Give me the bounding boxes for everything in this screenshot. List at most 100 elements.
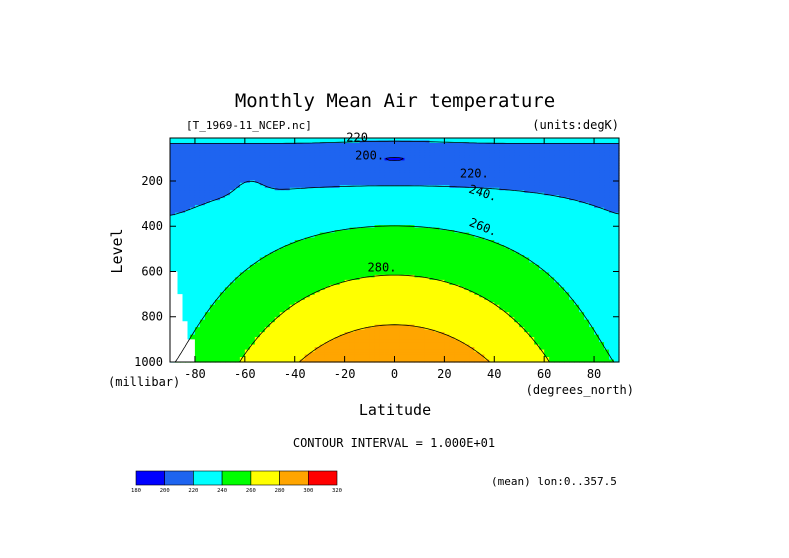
contour-cell	[309, 205, 316, 209]
contour-cell	[574, 175, 580, 179]
contour-cell	[264, 145, 271, 149]
contour-cell	[189, 232, 196, 236]
contour-cell	[289, 264, 296, 269]
contour-cell	[504, 212, 510, 216]
contour-cell	[299, 142, 306, 147]
contour-cell	[544, 155, 550, 159]
contour-cell	[364, 215, 371, 219]
contour-cell	[399, 142, 406, 147]
contour-cell	[384, 252, 391, 256]
contour-cell	[299, 177, 306, 181]
contour-cell	[509, 254, 515, 259]
contour-cell	[524, 247, 530, 251]
contour-cell	[244, 264, 251, 269]
contour-cell	[204, 195, 211, 199]
contour-cell	[489, 245, 495, 249]
contour-cell	[219, 212, 226, 216]
contour-cell	[539, 230, 545, 234]
contour-cell	[534, 240, 540, 244]
contour-cell	[359, 242, 366, 246]
contour-cell	[359, 172, 366, 176]
contour-cell	[424, 150, 431, 154]
contour-cell	[299, 252, 306, 256]
contour-cell	[594, 259, 600, 264]
contour-cell	[594, 172, 600, 176]
contour-cell	[419, 155, 426, 159]
contour-cell	[439, 210, 445, 214]
contour-cell	[499, 190, 505, 194]
contour-cell	[344, 152, 351, 157]
contour-cell	[599, 212, 605, 216]
contour-cell	[274, 235, 281, 239]
contour-cell	[564, 167, 570, 171]
contour-cell	[279, 205, 286, 209]
contour-cell	[239, 212, 246, 216]
contour-cell	[529, 264, 535, 269]
contour-cell	[399, 250, 406, 254]
contour-cell	[449, 237, 455, 241]
contour-cell	[314, 155, 321, 159]
contour-cell	[384, 257, 391, 261]
contour-cell	[529, 155, 535, 159]
contour-cell	[269, 157, 276, 161]
contour-cell	[554, 150, 560, 154]
contour-cell	[499, 235, 505, 239]
contour-cell	[569, 217, 575, 221]
contour-cell	[364, 200, 371, 204]
contour-cell	[394, 190, 401, 194]
contour-cell	[599, 147, 605, 152]
contour-cell	[384, 259, 391, 264]
contour-cell	[564, 155, 570, 159]
contour-cell	[404, 245, 411, 249]
contour-cell	[219, 220, 226, 224]
contour-cell	[304, 150, 311, 154]
contour-cell	[604, 180, 610, 184]
contour-cell	[554, 220, 560, 224]
contour-cell	[274, 237, 281, 241]
contour-cell	[534, 207, 540, 211]
contour-cell	[444, 245, 450, 249]
contour-cell	[184, 177, 191, 181]
contour-cell	[170, 202, 176, 206]
contour-cell	[219, 274, 226, 278]
contour-cell	[174, 257, 181, 261]
contour-cell	[214, 177, 221, 181]
contour-cell	[219, 187, 226, 191]
contour-cell	[329, 245, 336, 249]
contour-cell	[319, 240, 326, 244]
contour-cell	[319, 192, 326, 196]
contour-cell	[269, 155, 276, 159]
contour-cell	[234, 192, 241, 196]
contour-cell	[219, 210, 226, 214]
contour-cell	[354, 197, 361, 201]
contour-cell	[324, 240, 331, 244]
contour-cell	[519, 170, 525, 174]
contour-cell	[244, 162, 251, 166]
contour-cell	[589, 252, 595, 256]
contour-cell	[194, 210, 201, 214]
contour-cell	[484, 254, 490, 259]
contour-cell	[184, 220, 191, 224]
contour-cell	[564, 237, 570, 241]
contour-cell	[554, 230, 560, 234]
contour-cell	[554, 175, 560, 179]
contour-cell	[264, 152, 271, 157]
contour-cell	[319, 237, 326, 241]
contour-cell	[254, 147, 261, 152]
contour-cell	[554, 215, 560, 219]
contour-cell	[404, 172, 411, 176]
contour-cell	[589, 267, 595, 271]
contour-cell	[489, 142, 495, 147]
contour-cell	[579, 177, 585, 181]
contour-cell	[489, 162, 495, 166]
contour-cell	[479, 245, 485, 249]
contour-cell	[599, 195, 605, 199]
contour-cell	[404, 252, 411, 256]
contour-cell	[539, 162, 545, 166]
contour-cell	[244, 150, 251, 154]
contour-cell	[304, 245, 311, 249]
contour-cell	[594, 245, 600, 249]
contour-cell	[374, 222, 381, 226]
contour-cell	[474, 182, 480, 186]
contour-cell	[284, 185, 291, 189]
